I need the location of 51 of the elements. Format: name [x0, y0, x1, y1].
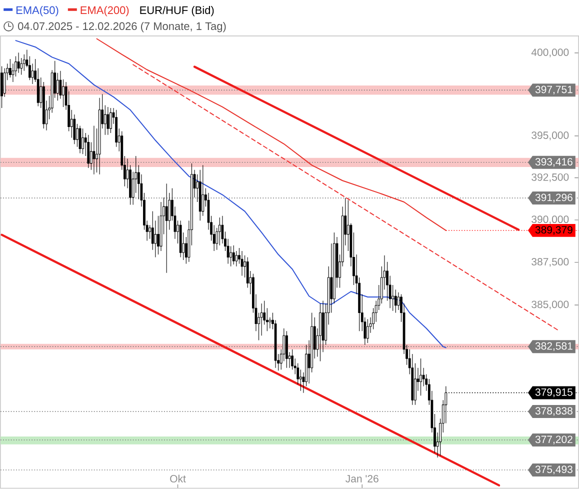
ref-line-label: 375,493 — [535, 466, 572, 474]
candlestick — [92, 126, 96, 175]
candlestick — [202, 165, 204, 216]
candlestick — [98, 98, 101, 175]
chart-title: EUR/HUF (Bid) — [140, 6, 214, 16]
candlestick — [394, 289, 397, 314]
y-tick-label: 390,000 — [532, 216, 569, 224]
ref-line-label: 389,379 — [535, 226, 572, 235]
candlestick — [319, 303, 322, 362]
y-tick-label: 385,000 — [532, 300, 569, 310]
ref-line-label: 382,581 — [535, 342, 572, 352]
candlestick — [165, 184, 168, 274]
candlestick — [179, 220, 182, 258]
candlestick — [420, 358, 422, 396]
line-series — [96, 38, 446, 232]
candlestick — [8, 58, 12, 78]
candlestick — [232, 245, 235, 265]
candlestick — [286, 330, 288, 368]
candlestick — [87, 134, 90, 168]
candlestick — [218, 217, 221, 246]
candlestick — [22, 54, 26, 72]
candlestick — [42, 82, 45, 129]
candlestick — [17, 52, 20, 74]
candlestick — [106, 106, 110, 136]
y-tick-label: 400,000 — [531, 48, 569, 58]
ref-line-label: 397,751 — [535, 86, 572, 95]
y-tick-label: 387,500 — [532, 258, 569, 267]
candlestick — [291, 349, 294, 370]
candlestick — [260, 303, 263, 336]
ref-line-label: 377,202 — [535, 436, 572, 444]
legend-label: EMA(200) — [80, 6, 129, 16]
candlestick — [110, 108, 112, 134]
ref-line-label: 378,838 — [535, 407, 572, 416]
y-tick-label: 392,500 — [532, 174, 569, 182]
ref-line-label: 391,296 — [535, 194, 572, 203]
candlestick — [82, 128, 84, 155]
x-tick-label: Jan '26 — [346, 475, 378, 483]
candlestick — [411, 354, 414, 406]
candlestick — [366, 318, 369, 344]
line-series — [15, 40, 446, 348]
ref-line-label: 393,416 — [535, 158, 572, 167]
legend-label: EMA(50) — [16, 6, 58, 16]
x-tick-label: Okt — [170, 474, 186, 483]
candlestick — [73, 114, 76, 144]
candlestick — [160, 202, 162, 252]
chart-subtitle: 04.07.2025 - 12.02.2026 (7 Monate, 1 Tag) — [18, 22, 226, 32]
candlestick — [115, 110, 118, 148]
candlestick — [240, 250, 244, 276]
ref-line-label: 379,915 — [535, 388, 572, 398]
y-tick-label: 395,000 — [532, 132, 569, 140]
candlestick — [78, 126, 82, 154]
